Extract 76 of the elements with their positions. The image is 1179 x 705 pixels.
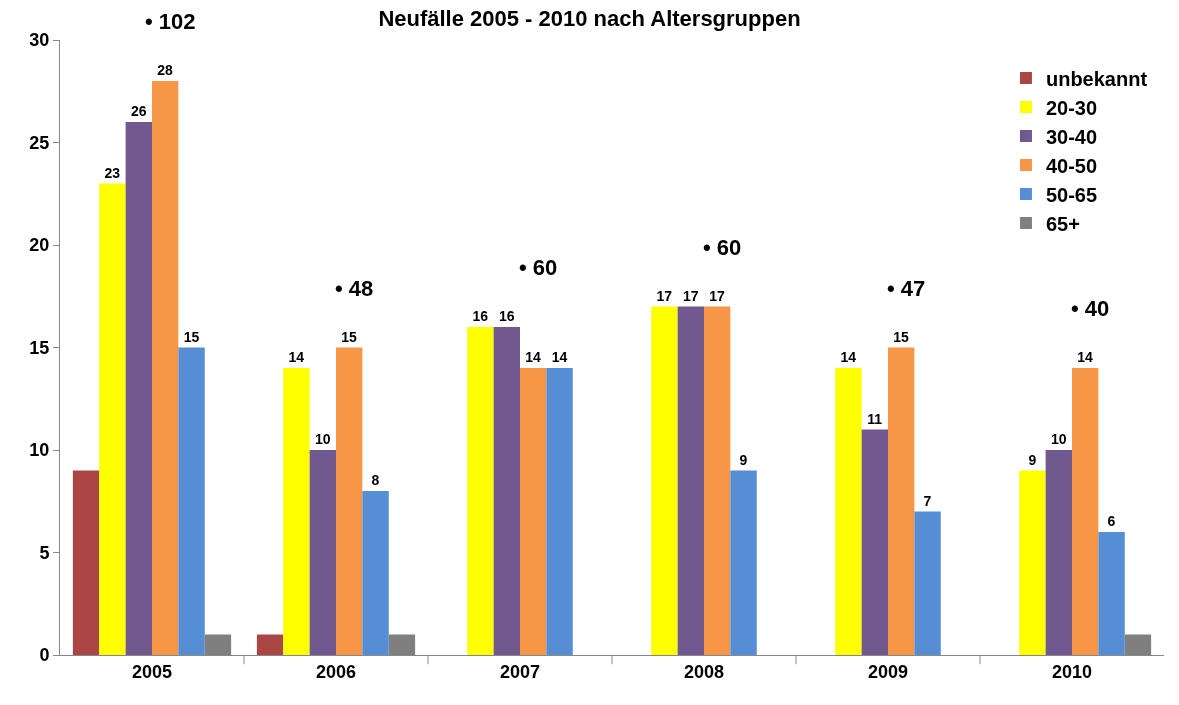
bar bbox=[72, 470, 100, 655]
total-label: • 60 bbox=[519, 255, 558, 280]
bar bbox=[730, 470, 757, 655]
bar bbox=[99, 183, 126, 655]
y-tick-label: 5 bbox=[39, 542, 50, 563]
data-label: 28 bbox=[157, 62, 174, 78]
data-label: 7 bbox=[923, 492, 932, 509]
total-label: • 102 bbox=[145, 9, 196, 34]
data-label: 10 bbox=[1050, 431, 1067, 447]
total-label: • 40 bbox=[1071, 296, 1110, 321]
data-label: 17 bbox=[709, 287, 726, 304]
data-label: 17 bbox=[656, 287, 673, 304]
y-tick-label: 0 bbox=[39, 645, 50, 666]
data-label: 6 bbox=[1107, 513, 1116, 529]
chart-title: Neufälle 2005 - 2010 nach Altersgruppen bbox=[378, 5, 801, 31]
legend-label: 50-65 bbox=[1045, 183, 1098, 206]
data-label: 23 bbox=[104, 164, 121, 181]
x-tick-label: 2010 bbox=[1051, 661, 1093, 682]
bar bbox=[125, 122, 152, 655]
data-label: 9 bbox=[739, 451, 748, 468]
y-tick-label: 25 bbox=[29, 132, 50, 153]
y-tick-label: 15 bbox=[29, 337, 50, 358]
bar bbox=[861, 429, 888, 655]
data-label: 16 bbox=[498, 308, 515, 324]
data-label: 9 bbox=[1028, 451, 1037, 468]
bar bbox=[888, 347, 915, 655]
bar bbox=[1098, 532, 1125, 655]
x-tick-label: 2008 bbox=[683, 661, 725, 682]
data-label: 11 bbox=[867, 410, 883, 427]
data-label: 14 bbox=[1077, 349, 1094, 365]
legend-label: 40-50 bbox=[1045, 154, 1098, 177]
legend-label: unbekannt bbox=[1045, 67, 1148, 90]
bar bbox=[1045, 450, 1072, 655]
x-tick-label: 2006 bbox=[315, 661, 357, 682]
data-label: 14 bbox=[840, 349, 857, 365]
data-label: 15 bbox=[341, 328, 358, 345]
data-label: 8 bbox=[371, 472, 380, 488]
x-tick-label: 2007 bbox=[499, 661, 541, 682]
bar bbox=[309, 450, 336, 655]
total-label: • 47 bbox=[887, 276, 926, 301]
bar bbox=[1019, 470, 1046, 655]
data-label: 14 bbox=[288, 349, 305, 365]
x-tick-label: 2009 bbox=[867, 661, 909, 682]
bar bbox=[336, 347, 363, 655]
y-tick-label: 20 bbox=[29, 235, 50, 256]
data-label: 16 bbox=[472, 308, 489, 324]
bar bbox=[520, 368, 547, 655]
data-label: 15 bbox=[893, 328, 910, 345]
total-label: • 60 bbox=[703, 235, 742, 260]
bar bbox=[677, 306, 704, 655]
bar bbox=[178, 347, 205, 655]
legend-label: 65+ bbox=[1045, 212, 1080, 235]
bar bbox=[1072, 368, 1099, 655]
bar bbox=[914, 511, 941, 655]
total-label: • 48 bbox=[335, 276, 374, 301]
data-label: 17 bbox=[682, 287, 699, 304]
bar bbox=[704, 306, 731, 655]
bar bbox=[467, 327, 494, 655]
data-label: 15 bbox=[183, 328, 200, 345]
legend-label: 30-40 bbox=[1045, 125, 1098, 148]
bar bbox=[152, 81, 179, 655]
data-label: 26 bbox=[130, 103, 147, 119]
bar bbox=[256, 634, 284, 655]
y-tick-label: 30 bbox=[29, 30, 50, 51]
legend-label: 20-30 bbox=[1045, 96, 1098, 119]
y-tick-label: 10 bbox=[29, 440, 50, 461]
data-label: 14 bbox=[551, 349, 568, 365]
data-label: 14 bbox=[525, 349, 542, 365]
x-tick-label: 2005 bbox=[131, 661, 173, 682]
bar bbox=[362, 491, 389, 655]
bar bbox=[835, 368, 862, 655]
bar bbox=[546, 368, 573, 655]
data-label: 10 bbox=[314, 431, 331, 447]
bar bbox=[493, 327, 520, 655]
bar bbox=[283, 368, 310, 655]
bar bbox=[651, 306, 678, 655]
